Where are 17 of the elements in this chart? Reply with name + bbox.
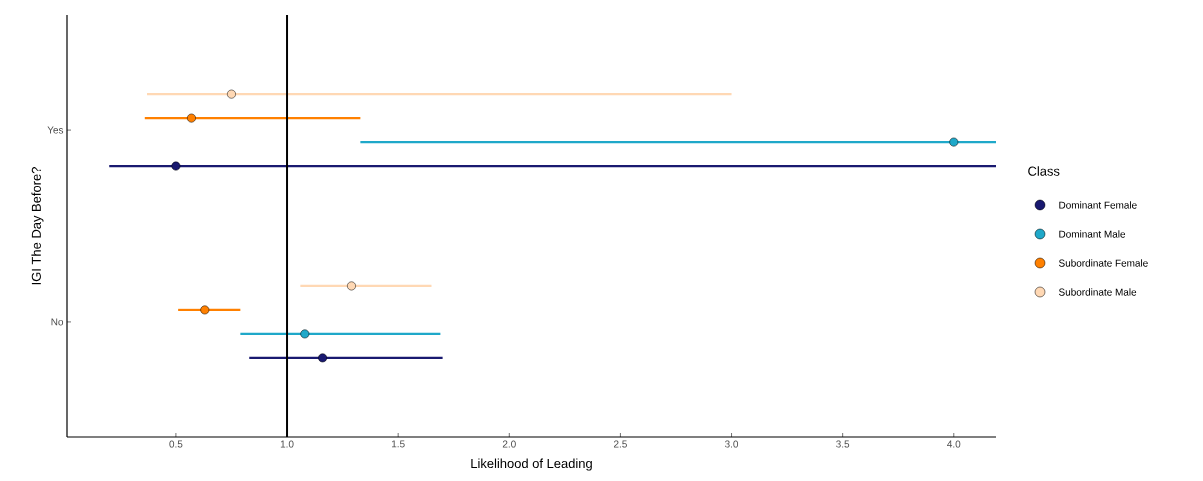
legend-title: Class [1028, 166, 1060, 176]
legend-label: Dominant Male [1059, 230, 1126, 238]
y-tick-label: Yes [47, 126, 64, 134]
legend-label: Dominant Female [1059, 201, 1137, 209]
legend-label: Subordinate Female [1058, 259, 1148, 267]
x-tick-label: 1.0 [280, 440, 294, 448]
x-tick-label: 3.0 [724, 440, 739, 448]
y-tick-label: No [51, 318, 64, 326]
legend-label: Subordinate Male [1058, 288, 1137, 296]
x-tick-label: 2.5 [613, 440, 627, 448]
x-tick-label: 3.5 [836, 440, 850, 448]
x-tick-label: 0.5 [169, 440, 183, 448]
y-axis-title: IGI The Day Before? [31, 167, 44, 285]
x-tick-label: 1.5 [392, 440, 405, 448]
x-axis-title: Likelihood of Leading [471, 458, 592, 471]
x-tick-label: 2.0 [502, 440, 516, 448]
x-tick-label: 4.0 [947, 440, 961, 448]
